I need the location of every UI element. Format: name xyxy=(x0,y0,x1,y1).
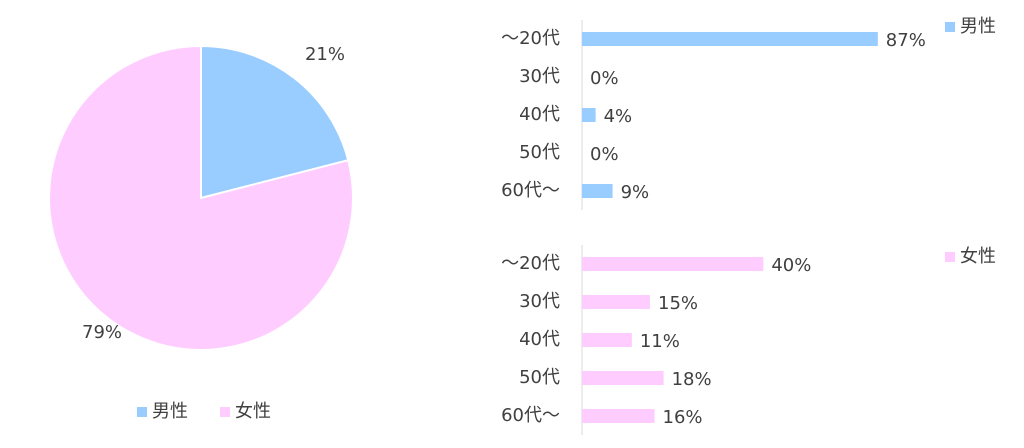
y-tick-label: 30代 xyxy=(519,291,560,312)
data-label: 18% xyxy=(672,369,712,390)
data-label: 15% xyxy=(658,293,698,314)
legend-label: 女性 xyxy=(960,246,996,267)
data-label: 21% xyxy=(305,44,345,65)
bar xyxy=(582,257,764,271)
data-label: 0% xyxy=(590,144,619,165)
y-tick-label: 40代 xyxy=(519,329,560,350)
data-label: 11% xyxy=(640,331,680,352)
legend-label: 男性 xyxy=(960,16,996,37)
data-label: 16% xyxy=(663,407,703,428)
pie-slice xyxy=(200,44,350,200)
bar xyxy=(582,184,613,198)
bar xyxy=(582,409,655,423)
bar xyxy=(582,371,664,385)
y-tick-label: 50代 xyxy=(519,367,560,388)
data-label: 79% xyxy=(82,322,122,343)
legend-swatch xyxy=(220,407,230,417)
y-tick-label: ～20代 xyxy=(501,28,560,49)
bar xyxy=(582,32,878,46)
y-tick-label: 30代 xyxy=(519,66,560,87)
data-label: 9% xyxy=(621,182,650,203)
data-label: 87% xyxy=(886,30,926,51)
legend-swatch xyxy=(137,407,147,417)
legend-swatch xyxy=(945,22,955,32)
pie-slice xyxy=(48,44,354,351)
bar xyxy=(582,333,632,347)
y-tick-label: 50代 xyxy=(519,142,560,163)
legend-swatch xyxy=(945,252,955,262)
data-label: 0% xyxy=(590,68,619,89)
y-tick-label: 60代～ xyxy=(501,405,560,426)
data-label: 40% xyxy=(771,255,811,276)
data-label: 4% xyxy=(604,106,633,127)
bar xyxy=(582,295,650,309)
bar xyxy=(582,108,596,122)
y-tick-label: 60代～ xyxy=(501,180,560,201)
y-tick-label: ～20代 xyxy=(501,253,560,274)
legend-label: 女性 xyxy=(235,401,271,422)
legend-label: 男性 xyxy=(152,401,188,422)
y-tick-label: 40代 xyxy=(519,104,560,125)
